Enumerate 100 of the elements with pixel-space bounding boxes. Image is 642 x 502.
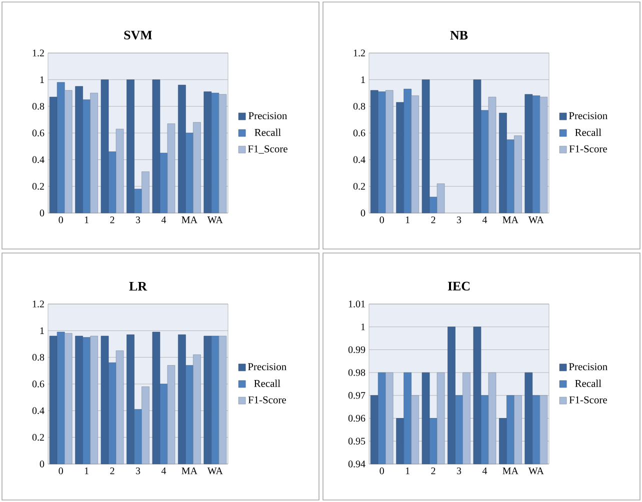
x-tick-label: 2 xyxy=(110,468,114,474)
x-tick-label: WA xyxy=(207,468,223,474)
y-tick-label: 0.6 xyxy=(32,380,44,388)
x-tick-label: 4 xyxy=(161,468,166,474)
legend-label: Recall xyxy=(575,128,602,136)
bar xyxy=(429,196,438,214)
legend-label: Precision xyxy=(248,363,286,370)
y-tick-label: 0.2 xyxy=(353,182,365,190)
y-tick-label: 0.98 xyxy=(348,369,366,376)
y-tick-label: 0.4 xyxy=(353,156,366,164)
bar xyxy=(100,80,109,214)
x-tick-label: 2 xyxy=(431,216,436,224)
bar xyxy=(422,80,430,214)
bar xyxy=(142,172,150,214)
bar xyxy=(524,94,533,214)
bar xyxy=(370,90,378,214)
x-tick-label: WA xyxy=(207,216,223,224)
chart-title: SVM xyxy=(124,30,152,40)
chart-title: NB xyxy=(450,30,468,40)
chart-title: LR xyxy=(129,282,148,290)
bar xyxy=(64,333,72,464)
x-tick-label: 1 xyxy=(406,216,410,224)
bar xyxy=(480,110,489,214)
bar xyxy=(152,80,160,214)
chart-title: IEC xyxy=(448,282,470,291)
bar xyxy=(193,354,201,464)
bar xyxy=(90,336,98,464)
x-tick-label: MA xyxy=(182,468,198,474)
legend-label: Precision xyxy=(568,112,608,120)
bar xyxy=(82,337,90,464)
legend-label: F1-Score xyxy=(248,396,286,404)
y-tick-label: 0.4 xyxy=(32,156,44,164)
y-tick-label: 0.4 xyxy=(32,407,44,414)
bar xyxy=(436,184,445,214)
bar xyxy=(473,80,482,214)
x-tick-label: MA xyxy=(502,468,518,474)
y-tick-label: 0.95 xyxy=(348,438,366,445)
y-tick-label: 1 xyxy=(361,324,365,330)
bar xyxy=(378,92,386,214)
bar xyxy=(134,188,142,214)
bar xyxy=(167,124,176,214)
bar xyxy=(178,84,186,214)
bar xyxy=(540,96,548,214)
bar xyxy=(160,384,168,464)
y-tick-label: 1.2 xyxy=(354,50,365,56)
y-tick-label: 0 xyxy=(40,460,44,468)
x-tick-label: 1 xyxy=(406,468,410,474)
legend-label: Recall xyxy=(254,380,280,387)
bar xyxy=(56,332,65,464)
bar xyxy=(82,100,90,214)
y-tick-label: 0.2 xyxy=(32,182,44,190)
x-tick-label: 2 xyxy=(431,468,436,474)
y-tick-label: 0.6 xyxy=(32,130,44,136)
y-tick-label: 1.01 xyxy=(348,300,365,308)
bar xyxy=(385,90,394,214)
bar xyxy=(411,96,419,214)
x-tick-label: 4 xyxy=(482,216,488,224)
x-tick-label: MA xyxy=(502,216,518,224)
legend-label: Precision xyxy=(248,112,288,120)
bar xyxy=(152,332,160,464)
y-tick-label: 1.2 xyxy=(32,300,44,308)
bar xyxy=(178,334,186,464)
x-tick-label: 0 xyxy=(58,216,63,224)
legend-label: F1-Score xyxy=(569,145,607,152)
bar xyxy=(396,102,404,214)
y-tick-label: 0.6 xyxy=(353,130,366,136)
bar xyxy=(404,88,412,214)
x-tick-label: 1 xyxy=(84,468,88,474)
bar xyxy=(193,122,201,214)
bar xyxy=(108,152,116,214)
bar xyxy=(488,96,496,214)
bar xyxy=(126,80,134,214)
bar xyxy=(108,362,116,464)
x-tick-label: 3 xyxy=(136,468,140,474)
bar xyxy=(167,365,176,464)
legend-label: Recall xyxy=(254,128,281,136)
bar xyxy=(142,386,150,464)
x-tick-label: 3 xyxy=(456,468,462,474)
legend-label: F1-Score xyxy=(569,396,607,404)
bar xyxy=(126,334,134,464)
x-tick-label: WA xyxy=(528,216,544,224)
y-tick-label: 0.99 xyxy=(348,346,366,354)
bar xyxy=(56,82,65,214)
x-tick-label: 3 xyxy=(457,216,462,224)
bar xyxy=(186,365,194,464)
x-tick-label: 4 xyxy=(161,216,166,224)
bar xyxy=(204,92,212,214)
bar xyxy=(75,86,83,214)
bar xyxy=(499,112,507,214)
x-tick-label: WA xyxy=(528,468,544,474)
bar xyxy=(100,336,109,464)
bar xyxy=(204,336,212,464)
y-tick-label: 1 xyxy=(361,76,365,83)
bar xyxy=(532,96,540,214)
bar xyxy=(90,92,98,214)
y-tick-label: 0.96 xyxy=(348,414,366,422)
y-tick-label: 1.2 xyxy=(32,50,44,56)
bar xyxy=(211,336,220,464)
bar xyxy=(218,336,227,464)
y-tick-label: 0.2 xyxy=(32,434,44,441)
